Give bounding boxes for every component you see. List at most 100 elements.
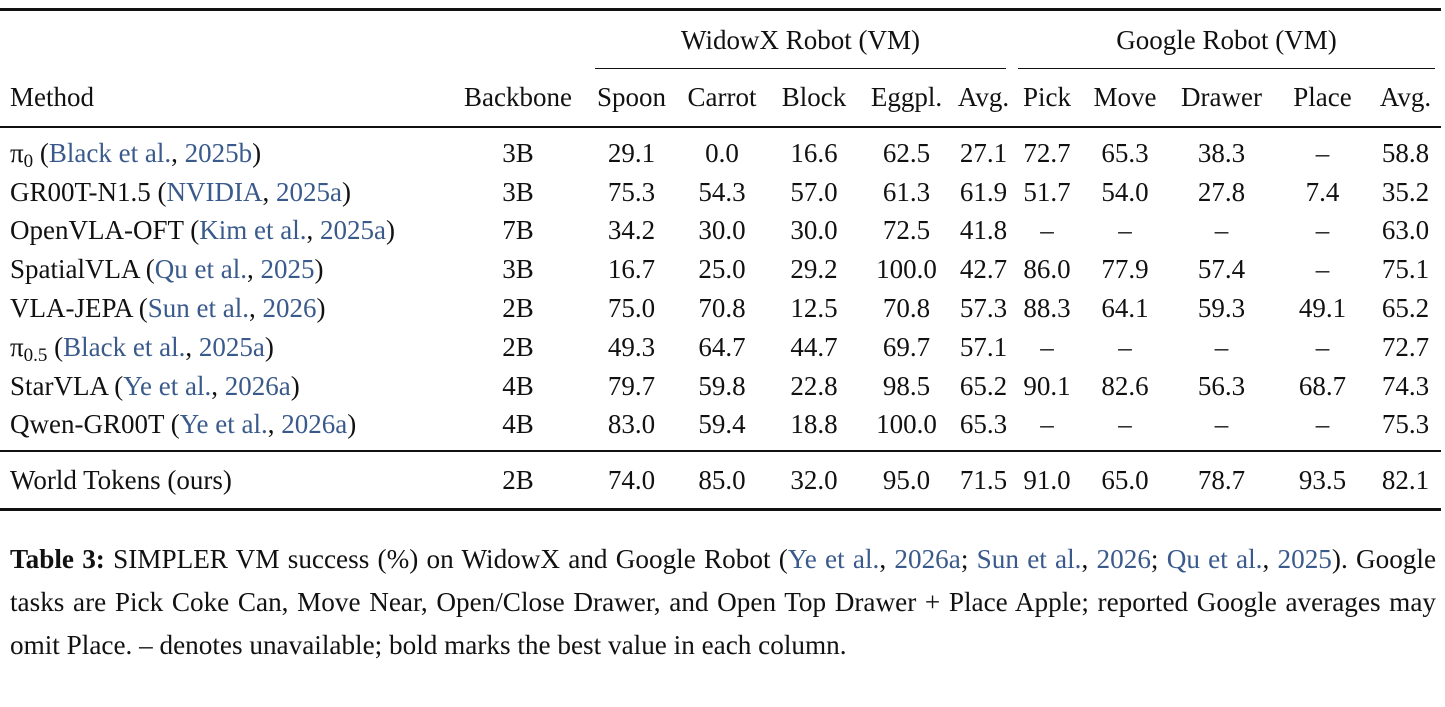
value-cell: 59.4 (698, 409, 746, 440)
citation-link[interactable]: Sun et al. (976, 544, 1082, 574)
citation-link[interactable]: Ye et al. (179, 409, 268, 440)
column-header: Move (1093, 82, 1157, 112)
value-cell: 74.0 (607, 464, 656, 495)
backbone-cell: 3B (502, 176, 534, 207)
value-cell: 100.0 (876, 254, 937, 285)
value-cell: 51.7 (1023, 176, 1071, 207)
method-subscript: 0 (23, 150, 34, 172)
citation-link[interactable]: 2025a (319, 215, 386, 246)
citation-link[interactable]: Kim et al. (199, 215, 307, 246)
value-cell: – (1315, 331, 1330, 362)
table-row: Qwen-GR00T (Ye et al., 2026a) 4B 83.0 59.4 1… (0, 406, 1441, 452)
value-cell: 61.9 (959, 176, 1008, 207)
citation-link[interactable]: 2026 (1096, 544, 1151, 574)
value-cell: 77.9 (1101, 254, 1149, 285)
table-row: SpatialVLA (Qu et al., 2025) 3B 16.7 25.0 29… (0, 250, 1441, 289)
citation-link[interactable]: Qu et al. (1166, 544, 1263, 574)
citation-link[interactable]: 2026a (224, 370, 291, 401)
value-cell: 34.2 (607, 215, 656, 246)
method-name: π (10, 331, 24, 362)
value-cell: 70.8 (882, 293, 931, 324)
column-header: Carrot (687, 82, 757, 112)
column-header: Pick (1022, 82, 1071, 112)
citation-link[interactable]: Black et al. (48, 137, 172, 168)
value-cell: 93.5 (1298, 464, 1347, 495)
caption-text: SIMPLER VM success (%) on WidowX and Goo… (104, 544, 788, 574)
value-cell: 18.8 (790, 409, 838, 440)
column-header-row: Method Backbone Spoon Carrot Block Eggpl. Avg.… (0, 69, 1442, 127)
citation-link[interactable]: Qu et al. (154, 254, 247, 285)
value-cell: 29.2 (790, 254, 838, 285)
citation-link[interactable]: Ye et al. (787, 544, 880, 574)
citation-link[interactable]: 2025 (260, 254, 315, 285)
backbone-cell: 2B (502, 293, 534, 324)
column-header: Avg. (1379, 82, 1432, 112)
backbone-cell: 3B (502, 137, 534, 168)
method-cell: GR00T-N1.5 (NVIDIA, 2025a) (10, 176, 351, 207)
method-subscript: 0.5 (23, 344, 48, 366)
method-name: Qwen-GR00T (10, 409, 164, 440)
group-header-row: WidowX Robot (VM) Google Robot (VM) (0, 9, 1442, 70)
value-cell: 65.3 (959, 409, 1008, 440)
method-name: π (10, 137, 24, 168)
column-header: Eggpl. (870, 82, 943, 112)
column-header: Spoon (596, 82, 667, 112)
value-cell: – (1118, 215, 1132, 246)
backbone-cell: 2B (502, 331, 534, 362)
citation-link[interactable]: 2025a (198, 331, 265, 362)
method-name: OpenVLA-OFT (10, 215, 184, 246)
citation-link[interactable]: 2026 (262, 293, 317, 324)
citation-link[interactable]: 2025 (1277, 544, 1332, 574)
citation-link[interactable]: Black et al. (63, 331, 186, 362)
value-cell: 69.7 (882, 331, 931, 362)
table-caption: Table 3: SIMPLER VM success (%) on Widow… (10, 544, 1437, 660)
value-cell: 72.7 (1381, 331, 1430, 362)
value-cell: 35.2 (1381, 176, 1430, 207)
citation-link[interactable]: 2026a (894, 544, 961, 574)
value-cell: 57.3 (959, 293, 1008, 324)
citation-link[interactable]: 2025a (276, 176, 342, 207)
citation-link[interactable]: Ye et al. (123, 370, 212, 401)
method-cell: World Tokens (ours) (10, 464, 232, 495)
citation-link[interactable]: NVIDIA (166, 176, 263, 207)
value-cell: 49.3 (607, 331, 656, 362)
group-header-google: Google Robot (VM) (1012, 10, 1441, 70)
value-cell: 79.7 (607, 370, 656, 401)
method-name: StarVLA (10, 370, 108, 401)
method-cell: VLA-JEPA (Sun et al., 2026) (10, 293, 326, 324)
table-row: VLA-JEPA (Sun et al., 2026) 2B 75.0 70.8 12.… (0, 289, 1441, 328)
value-cell: 91.0 (1023, 464, 1071, 495)
value-cell: 65.0 (1101, 464, 1149, 495)
value-cell: 30.0 (790, 215, 838, 246)
method-name: VLA-JEPA (10, 293, 133, 324)
value-cell: – (1040, 409, 1054, 440)
value-cell: 16.7 (607, 254, 656, 285)
value-cell: 75.3 (1381, 409, 1430, 440)
method-cell: π0 (Black et al., 2025b) (10, 137, 262, 172)
value-cell: 85.0 (698, 464, 746, 495)
value-cell: – (1315, 254, 1330, 285)
value-cell: – (1040, 331, 1054, 362)
value-cell: 86.0 (1023, 254, 1071, 285)
value-cell: 75.3 (607, 176, 656, 207)
citation-link[interactable]: 2026a (281, 409, 348, 440)
value-cell: 59.8 (698, 370, 746, 401)
value-cell: 58.8 (1381, 137, 1430, 168)
value-cell: 65.3 (1101, 137, 1149, 168)
method-cell: StarVLA (Ye et al., 2026a) (10, 370, 300, 401)
value-cell: 65.2 (959, 370, 1008, 401)
value-cell: – (1214, 409, 1229, 440)
value-cell: – (1315, 215, 1330, 246)
value-cell: 7.4 (1305, 176, 1340, 207)
value-cell: 72.7 (1023, 137, 1071, 168)
column-header: Avg. (957, 82, 1010, 112)
citation-link[interactable]: 2025b (184, 137, 253, 168)
value-cell: – (1118, 409, 1132, 440)
group-header-widowx: WidowX Robot (VM) (589, 10, 1012, 70)
value-cell: 65.2 (1381, 293, 1430, 324)
value-cell: 57.4 (1197, 254, 1246, 285)
citation-link[interactable]: Sun et al. (147, 293, 250, 324)
backbone-cell: 4B (502, 409, 534, 440)
value-cell: 100.0 (876, 409, 937, 440)
